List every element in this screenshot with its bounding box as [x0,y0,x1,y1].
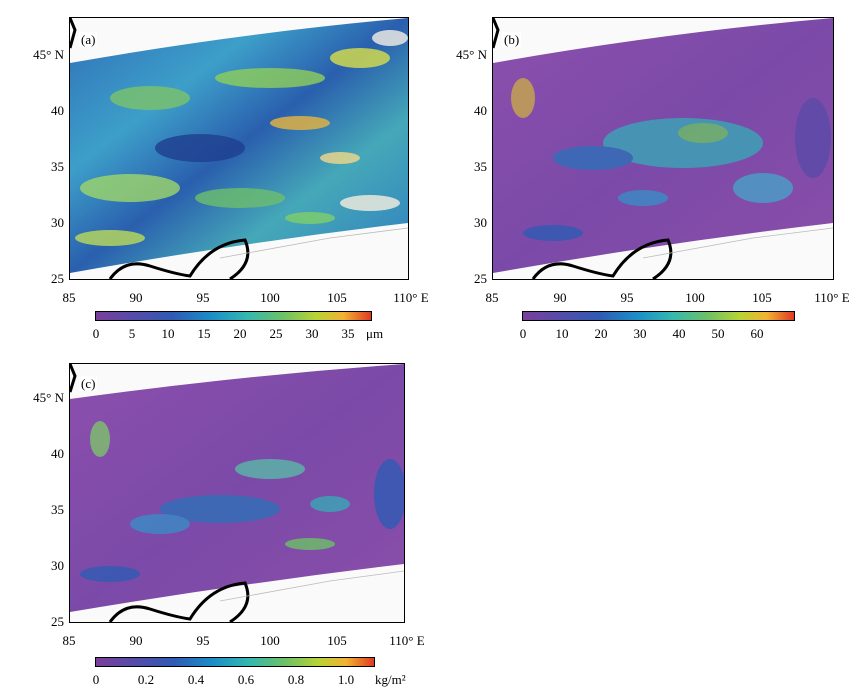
ylab-c-25: 25 [51,614,64,629]
map-c: (c) [69,363,405,623]
xlab-c-105: 105 [327,633,347,648]
xlab-b-110: 110° E [814,290,850,305]
ylab-b-30: 30 [474,215,487,230]
xlab-c-100: 100 [260,633,280,648]
cb-a-15: 15 [197,326,211,341]
map-a-field [70,18,408,279]
ylab-c-45: 45° N [33,390,64,405]
xlab-a-110: 110° E [393,290,429,305]
cb-c-0.6: 0.6 [237,672,255,687]
xlab-b-85: 85 [485,290,499,305]
ylab-c-30: 30 [51,558,64,573]
map-c-field [70,364,404,622]
cb-b-30: 30 [633,326,647,341]
xlab-c-90: 90 [129,633,143,648]
ylab-b-25: 25 [474,271,487,286]
cb-c-0.4: 0.4 [187,672,205,687]
panel-a-label: (a) [79,32,98,47]
ylab-a-25: 25 [51,271,64,286]
ylab-b-35: 35 [474,159,487,174]
cb-c-0: 0 [92,672,100,687]
cb-c-unit: kg/m² [375,672,406,687]
cb-b-60: 60 [750,326,764,341]
ylab-b-40: 40 [474,103,487,118]
cb-a-0: 0 [92,326,100,341]
xlab-a-95: 95 [196,290,210,305]
cb-b-10: 10 [555,326,569,341]
ylab-b-45: 45° N [456,47,487,62]
xlab-a-105: 105 [327,290,347,305]
colorbar-b [522,311,795,321]
colorbar-c [95,657,375,667]
cb-a-20: 20 [233,326,247,341]
cb-a-35: 35 [341,326,355,341]
ylab-a-40: 40 [51,103,64,118]
ylab-c-35: 35 [51,502,64,517]
xlab-b-95: 95 [620,290,634,305]
cb-a-25: 25 [269,326,283,341]
colorbar-a [95,311,372,321]
cb-c-0.8: 0.8 [287,672,305,687]
cb-a-unit: μm [366,326,384,341]
map-b: (b) [492,17,834,280]
cb-a-10: 10 [161,326,175,341]
cb-c-0.2: 0.2 [137,672,155,687]
cb-b-50: 50 [711,326,725,341]
xlab-b-105: 105 [752,290,772,305]
cb-a-30: 30 [305,326,319,341]
panel-c-label: (c) [79,376,98,391]
xlab-b-90: 90 [553,290,567,305]
xlab-a-90: 90 [129,290,143,305]
cb-b-40: 40 [672,326,686,341]
ylab-a-35: 35 [51,159,64,174]
xlab-c-110: 110° E [389,633,425,648]
xlab-c-95: 95 [196,633,210,648]
cb-a-5: 5 [128,326,136,341]
xlab-a-100: 100 [260,290,280,305]
cb-b-0: 0 [519,326,527,341]
map-b-field [493,18,833,279]
panel-b-label: (b) [502,32,522,47]
map-a: (a) [69,17,409,280]
cb-b-20: 20 [594,326,608,341]
cb-c-1.0: 1.0 [337,672,355,687]
ylab-a-45: 45° N [33,47,64,62]
ylab-c-40: 40 [51,446,64,461]
ylab-a-30: 30 [51,215,64,230]
xlab-c-85: 85 [62,633,76,648]
xlab-b-100: 100 [685,290,705,305]
xlab-a-85: 85 [62,290,76,305]
